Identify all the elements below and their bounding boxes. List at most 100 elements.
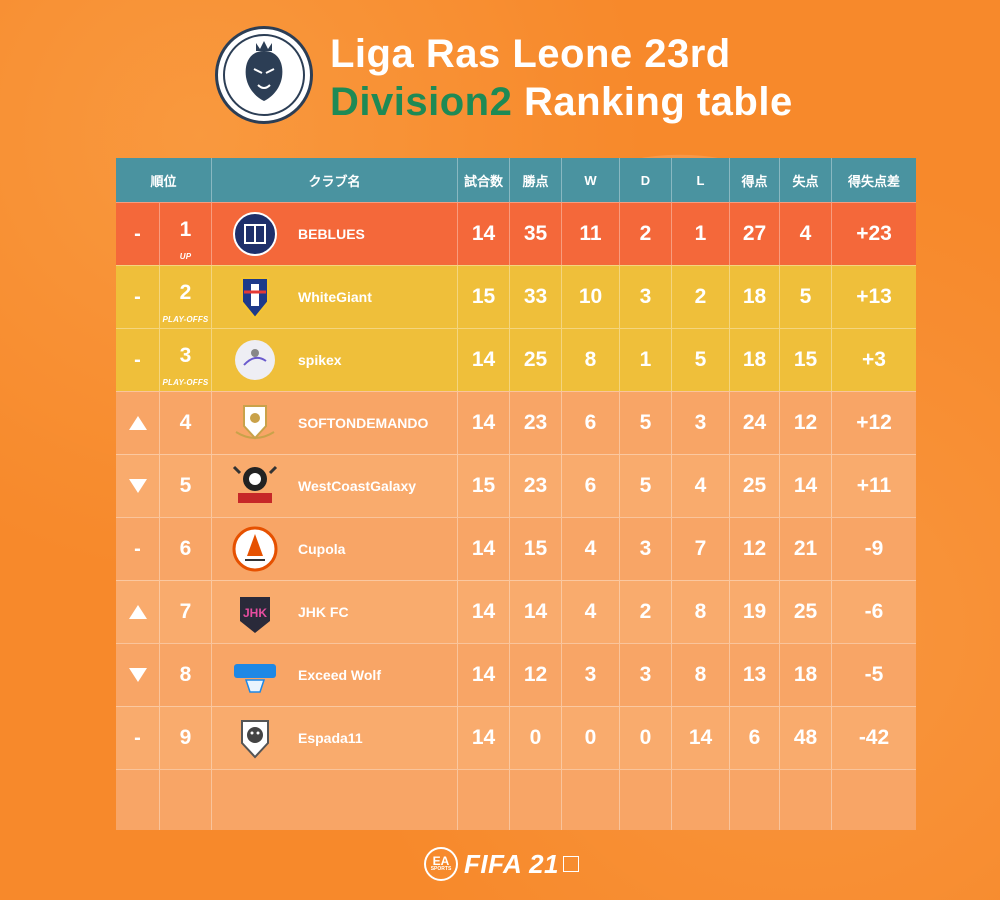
movement-cell: - xyxy=(116,266,160,328)
wins-cell: 6 xyxy=(562,392,620,454)
points-cell: 33 xyxy=(510,266,562,328)
table-row: - 1 UP BEBLUES 14 35 11 2 1 27 4 +23 xyxy=(116,202,916,265)
table-header-row: 順位 クラブ名 試合数 勝点 W D L 得点 失点 得失点差 xyxy=(116,158,916,202)
header-gf: 得点 xyxy=(730,158,780,202)
goals-against-cell: 5 xyxy=(780,266,832,328)
draws-cell: 0 xyxy=(620,707,672,769)
goals-against-value: 48 xyxy=(793,726,818,749)
losses-value: 1 xyxy=(694,222,707,245)
goals-for-value: 18 xyxy=(742,285,767,308)
club-name: WhiteGiant xyxy=(298,289,372,305)
goals-against-value: 18 xyxy=(793,663,818,686)
losses-value: 5 xyxy=(694,348,707,371)
rank-status-label: PLAY-OFFS xyxy=(162,315,209,324)
ea-sports-icon: EA SPORTS xyxy=(424,847,458,881)
losses-value: 8 xyxy=(694,600,707,623)
header-d: D xyxy=(620,158,672,202)
draws-value: 5 xyxy=(639,411,652,434)
goals-against-cell: 12 xyxy=(780,392,832,454)
goal-difference-value: -6 xyxy=(864,600,884,623)
points-cell: 15 xyxy=(510,518,562,580)
club-cell: Espada11 xyxy=(212,707,458,769)
page-title: Liga Ras Leone 23rd xyxy=(330,32,731,76)
goals-for-cell: 13 xyxy=(730,644,780,706)
rank-number: 7 xyxy=(179,600,192,623)
goal-difference-cell: -6 xyxy=(832,581,916,643)
losses-value: 8 xyxy=(694,663,707,686)
draws-value: 2 xyxy=(639,600,652,623)
rank-status-label: UP xyxy=(179,252,192,261)
wins-cell: 6 xyxy=(562,455,620,517)
goals-for-cell: 24 xyxy=(730,392,780,454)
empty-cell xyxy=(672,770,730,830)
played-value: 14 xyxy=(471,600,496,623)
wins-value: 8 xyxy=(584,348,597,371)
goals-against-cell: 14 xyxy=(780,455,832,517)
played-value: 14 xyxy=(471,411,496,434)
ea-label: EA xyxy=(432,854,450,868)
losses-cell: 8 xyxy=(672,644,730,706)
goals-against-value: 4 xyxy=(799,222,812,245)
beblues-crest-icon xyxy=(226,209,284,259)
losses-cell: 3 xyxy=(672,392,730,454)
draws-cell: 1 xyxy=(620,329,672,391)
goal-difference-value: -5 xyxy=(864,663,884,686)
rank-cell: 1 UP xyxy=(160,203,212,265)
header-gd: 得失点差 xyxy=(847,173,900,189)
ranking-table: 順位 クラブ名 試合数 勝点 W D L 得点 失点 得失点差 - 1 UP BEBL… xyxy=(116,158,916,830)
goals-for-value: 19 xyxy=(742,600,767,623)
wins-value: 11 xyxy=(579,222,602,245)
goal-difference-cell: +23 xyxy=(832,203,916,265)
wins-cell: 3 xyxy=(562,644,620,706)
losses-cell: 8 xyxy=(672,581,730,643)
points-value: 25 xyxy=(523,348,548,371)
draws-cell: 2 xyxy=(620,203,672,265)
table-row: - 6 Cupola 14 15 4 3 7 12 21 -9 xyxy=(116,517,916,580)
goals-for-cell: 25 xyxy=(730,455,780,517)
played-value: 15 xyxy=(471,285,496,308)
no-change-label: - xyxy=(134,537,141,560)
draws-value: 3 xyxy=(639,285,652,308)
movement-cell: - xyxy=(116,518,160,580)
club-name: SOFTONDEMANDO xyxy=(298,415,429,431)
empty-cell xyxy=(458,770,510,830)
no-change-label: - xyxy=(134,222,141,245)
wins-value: 6 xyxy=(584,474,597,497)
no-change-label: - xyxy=(134,285,141,308)
rank-cell: 8 xyxy=(160,644,212,706)
wins-cell: 0 xyxy=(562,707,620,769)
whitegiant-crest-icon xyxy=(226,272,284,322)
table-body: -1 UP BEBLUES 14 35 11 2 1 27 4 +23-2 PLAY-OFFS Whit… xyxy=(116,202,916,769)
wins-value: 10 xyxy=(578,285,603,308)
rank-status-label: PLAY-OFFS xyxy=(162,378,209,387)
goals-for-cell: 6 xyxy=(730,707,780,769)
wins-value: 6 xyxy=(584,411,597,434)
goal-difference-cell: +11 xyxy=(832,455,916,517)
table-row: 5 WestCoastGalaxy 15 23 6 5 4 25 14 +11 xyxy=(116,454,916,517)
movement-cell xyxy=(116,581,160,643)
division-name: Division2 xyxy=(330,80,513,124)
club-name: Cupola xyxy=(298,541,346,557)
rank-number: 5 xyxy=(179,474,192,497)
played-value: 14 xyxy=(471,663,496,686)
rank-cell: 4 xyxy=(160,392,212,454)
goals-against-value: 21 xyxy=(793,537,818,560)
movement-cell xyxy=(116,644,160,706)
table-row: 7 JHK JHK FC 14 14 4 2 8 19 25 -6 xyxy=(116,580,916,643)
rank-cell: 2 PLAY-OFFS xyxy=(160,266,212,328)
points-cell: 35 xyxy=(510,203,562,265)
draws-cell: 5 xyxy=(620,392,672,454)
empty-cell xyxy=(780,770,832,830)
header-played: 試合数 xyxy=(458,158,510,202)
rank-up-icon xyxy=(128,605,147,619)
club-cell: SOFTONDEMANDO xyxy=(212,392,458,454)
club-name: BEBLUES xyxy=(298,226,365,242)
goals-for-value: 24 xyxy=(742,411,767,434)
empty-cell xyxy=(562,770,620,830)
club-name: Exceed Wolf xyxy=(298,667,381,683)
draws-value: 2 xyxy=(639,222,652,245)
wins-cell: 4 xyxy=(562,581,620,643)
played-cell: 15 xyxy=(458,455,510,517)
header-ga: 失点 xyxy=(780,158,832,202)
ea-sub-label: SPORTS xyxy=(430,866,452,872)
